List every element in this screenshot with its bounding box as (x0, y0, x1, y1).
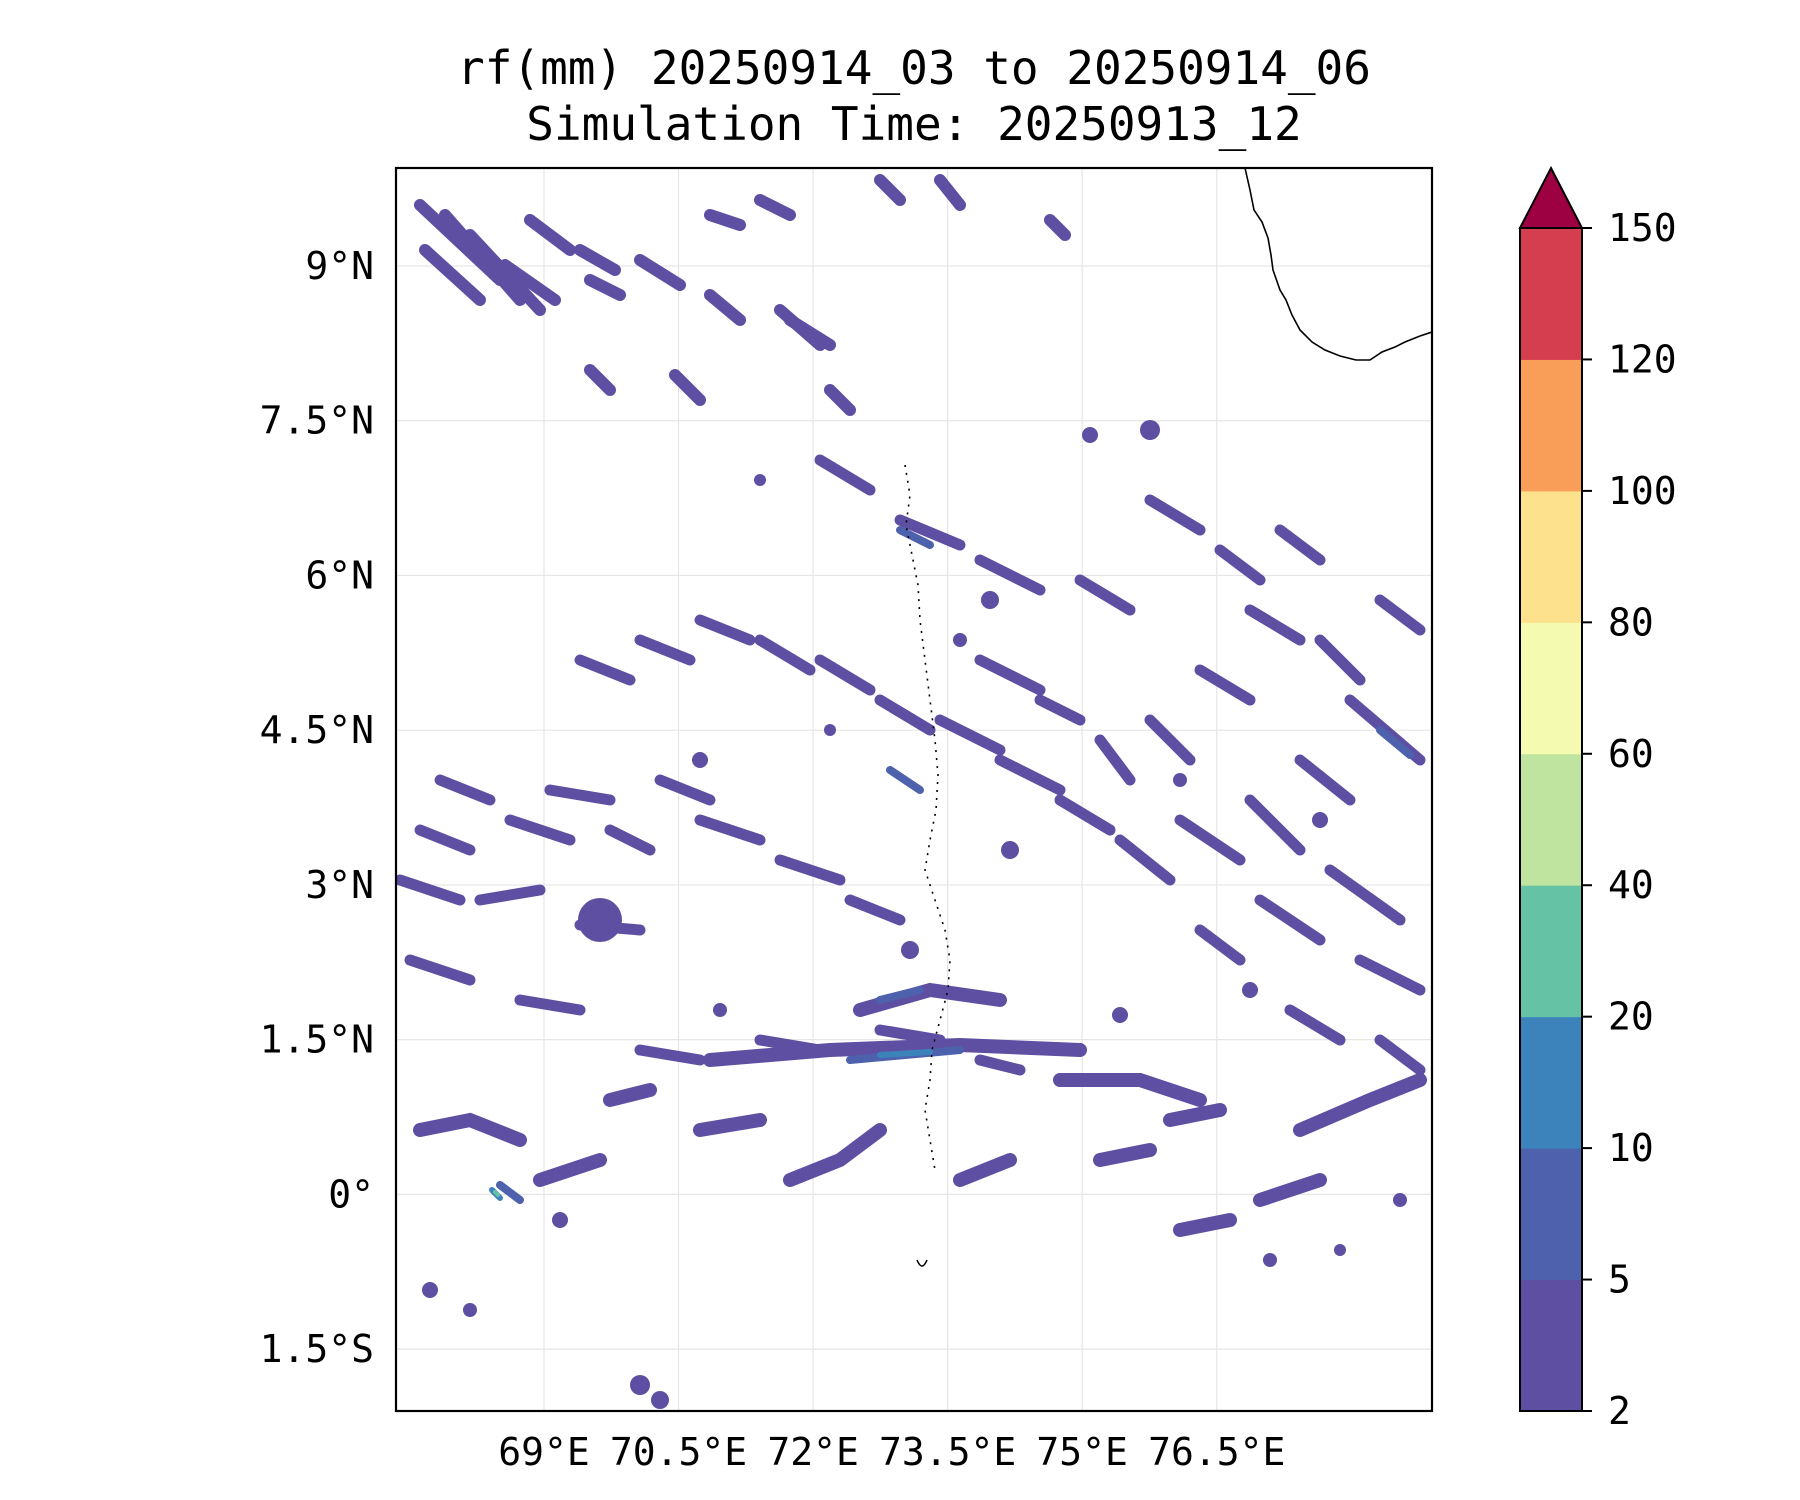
colorbar-extend-max (1518, 165, 1584, 229)
colorbar-tick-label: 5 (1608, 1258, 1631, 1302)
lat-tick-label: 9°N (305, 244, 374, 288)
colorbar: 2 5 10 20 40 60 80 100 120 150 (1518, 165, 1677, 1433)
colorbar-segment (1520, 490, 1582, 623)
map-title-line2: Simulation Time: 20250913_12 (526, 97, 1302, 151)
lon-tick-label: 76.5°E (1148, 1430, 1285, 1474)
colorbar-tick-label: 20 (1608, 995, 1654, 1039)
colorbar-tick-label: 10 (1608, 1126, 1654, 1170)
india-coastline (1244, 168, 1432, 361)
lon-tick-labels: 69°E 70.5°E 72°E 73.5°E 75°E 76.5°E (498, 1430, 1285, 1474)
lat-tick-label: 4.5°N (260, 708, 374, 752)
colorbar-segment (1520, 1016, 1582, 1149)
rain-band-south (413, 982, 1427, 1237)
map-frame (394, 166, 1434, 1413)
rain-band-west (396, 774, 1026, 1076)
rain-band-north (414, 174, 1071, 416)
lat-tick-label: 1.5°S (260, 1327, 374, 1371)
colorbar-segment (1520, 1279, 1582, 1412)
lon-tick-label: 75°E (1036, 1430, 1128, 1474)
colorbar-tick-label: 60 (1608, 732, 1654, 776)
maldives-atolls (904, 464, 951, 1171)
rain-scattered-cells (422, 420, 1407, 1409)
lat-tick-label: 1.5°N (260, 1018, 374, 1062)
colorbar-tick-label: 100 (1608, 469, 1677, 513)
colorbar-tick-label: 40 (1608, 863, 1654, 907)
map-title-line1: rf(mm) 20250914_03 to 20250914_06 (457, 41, 1371, 95)
colorbar-tick-label: 2 (1608, 1389, 1631, 1433)
colorbar-segment (1520, 885, 1582, 1018)
lat-tick-label: 0° (328, 1172, 374, 1216)
lat-tick-label: 3°N (305, 863, 374, 907)
lat-tick-label: 6°N (305, 553, 374, 597)
colorbar-segment (1520, 622, 1582, 755)
lon-tick-label: 72°E (767, 1430, 859, 1474)
colorbar-segment (1520, 1148, 1582, 1281)
colorbar-frame (1519, 227, 1583, 1412)
atoll-south (916, 1259, 928, 1267)
map-gridlines (396, 168, 1432, 1411)
coastline (904, 168, 1432, 1267)
colorbar-tick-label: 150 (1608, 206, 1677, 250)
lon-tick-label: 73.5°E (879, 1430, 1016, 1474)
colorbar-segment (1520, 753, 1582, 886)
lon-tick-label: 69°E (498, 1430, 590, 1474)
colorbar-segment (1520, 359, 1582, 492)
colorbar-segment (1520, 228, 1582, 360)
rain-core-peak (493, 1190, 500, 1197)
lon-tick-label: 70.5°E (610, 1430, 747, 1474)
lat-tick-label: 7.5°N (260, 399, 374, 443)
colorbar-tick-label: 80 (1608, 600, 1654, 644)
rainfall-contours (396, 174, 1427, 1409)
colorbar-tick-label: 120 (1608, 337, 1677, 381)
lat-tick-labels: 9°N 7.5°N 6°N 4.5°N 3°N 1.5°N 0° 1.5°S (260, 244, 374, 1371)
